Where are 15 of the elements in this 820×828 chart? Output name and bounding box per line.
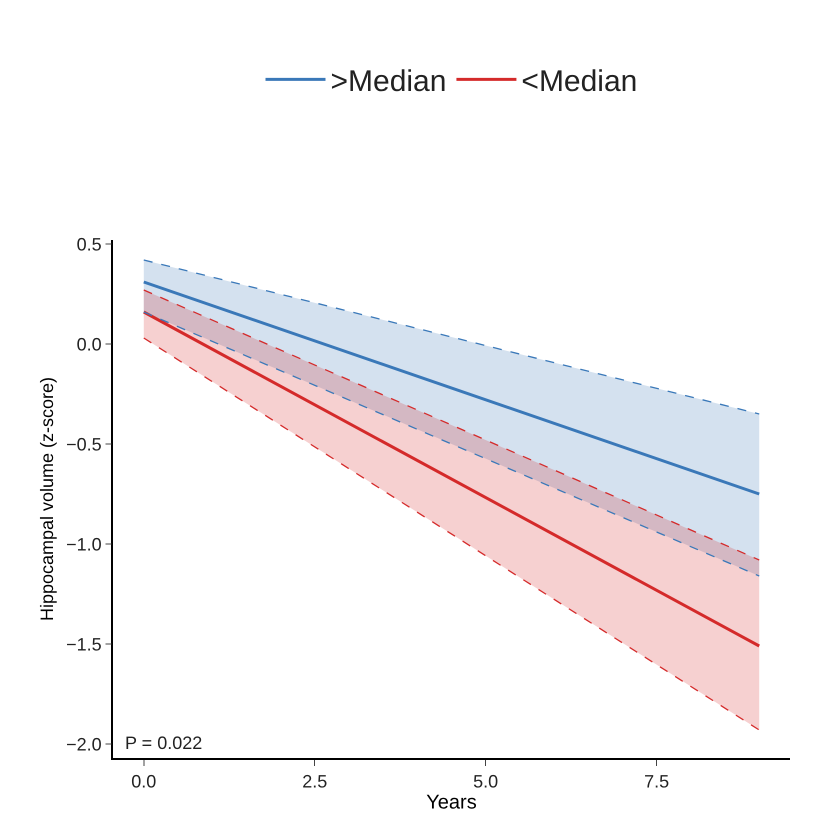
y-tick-label: −0.5 xyxy=(66,434,102,454)
y-axis-title: Hippocampal volume (z-score) xyxy=(36,376,57,622)
x-tick-label: 7.5 xyxy=(644,771,670,792)
x-tick-label: 5.0 xyxy=(473,771,498,792)
annotation: P = 0.022 xyxy=(125,733,202,753)
y-tick-label: −2.0 xyxy=(66,734,102,754)
y-tick-label: 0.0 xyxy=(76,334,102,354)
x-axis-title: Years xyxy=(426,791,477,814)
y-tick-label: −1.5 xyxy=(66,634,102,654)
legend-label: >Median xyxy=(330,65,446,98)
x-tick-label: 0.0 xyxy=(131,771,156,792)
legend-label: <Median xyxy=(521,65,638,98)
x-tick-label: 2.5 xyxy=(302,771,328,792)
y-tick-label: 0.5 xyxy=(76,234,102,254)
y-tick-label: −1.0 xyxy=(66,534,102,554)
